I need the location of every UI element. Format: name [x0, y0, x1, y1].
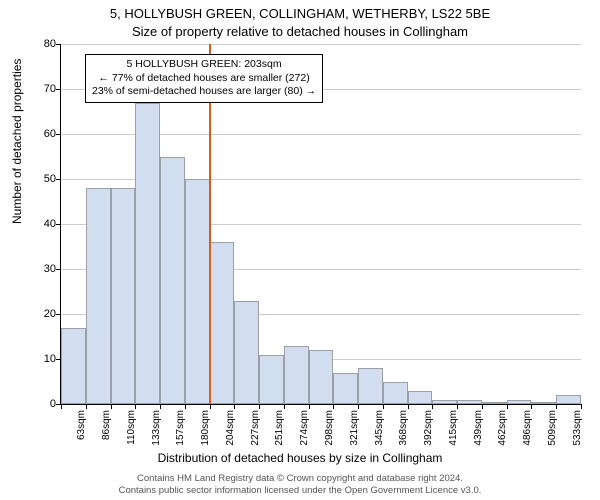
- x-tick-label: 321sqm: [349, 410, 360, 460]
- y-tick-label: 40: [26, 218, 56, 230]
- footer-attribution: Contains HM Land Registry data © Crown c…: [0, 473, 600, 496]
- y-tick-label: 30: [26, 263, 56, 275]
- y-axis-label: Number of detached properties: [10, 59, 24, 224]
- histogram-bar: [309, 350, 334, 404]
- x-tick-mark: [160, 404, 161, 409]
- x-tick-label: 509sqm: [547, 410, 558, 460]
- histogram-bar: [135, 103, 160, 405]
- histogram-bar: [86, 188, 111, 404]
- y-tick-label: 80: [26, 38, 56, 50]
- x-tick-label: 110sqm: [126, 410, 137, 460]
- histogram-bar: [457, 400, 482, 405]
- y-tick-label: 70: [26, 83, 56, 95]
- histogram-bar: [358, 368, 383, 404]
- x-tick-label: 533sqm: [572, 410, 583, 460]
- histogram-bar: [210, 242, 235, 404]
- x-tick-mark: [333, 404, 334, 409]
- histogram-bar: [482, 402, 507, 404]
- x-tick-mark: [383, 404, 384, 409]
- x-tick-mark: [234, 404, 235, 409]
- x-tick-mark: [556, 404, 557, 409]
- x-tick-mark: [309, 404, 310, 409]
- x-tick-label: 204sqm: [225, 410, 236, 460]
- x-tick-label: 180sqm: [200, 410, 211, 460]
- y-tick-label: 0: [26, 398, 56, 410]
- footer-line1: Contains HM Land Registry data © Crown c…: [0, 473, 600, 484]
- histogram-bar: [383, 382, 408, 405]
- x-tick-mark: [581, 404, 582, 409]
- annotation-line: ← 77% of detached houses are smaller (27…: [92, 72, 316, 86]
- x-tick-label: 415sqm: [448, 410, 459, 460]
- y-tick-mark: [56, 269, 61, 270]
- histogram-bar: [432, 400, 457, 405]
- histogram-bar: [61, 328, 86, 405]
- x-tick-label: 298sqm: [324, 410, 335, 460]
- x-tick-mark: [210, 404, 211, 409]
- chart-title-line1: 5, HOLLYBUSH GREEN, COLLINGHAM, WETHERBY…: [0, 6, 600, 21]
- footer-line2: Contains public sector information licen…: [0, 485, 600, 496]
- x-tick-label: 251sqm: [274, 410, 285, 460]
- x-tick-mark: [259, 404, 260, 409]
- x-tick-label: 345sqm: [374, 410, 385, 460]
- x-tick-mark: [135, 404, 136, 409]
- y-tick-mark: [56, 224, 61, 225]
- histogram-chart: 5, HOLLYBUSH GREEN, COLLINGHAM, WETHERBY…: [0, 0, 600, 500]
- x-tick-label: 392sqm: [423, 410, 434, 460]
- x-tick-label: 133sqm: [151, 410, 162, 460]
- histogram-bar: [507, 400, 532, 405]
- x-tick-mark: [482, 404, 483, 409]
- y-tick-label: 20: [26, 308, 56, 320]
- histogram-bar: [333, 373, 358, 405]
- x-tick-mark: [432, 404, 433, 409]
- x-tick-label: 157sqm: [175, 410, 186, 460]
- chart-title-line2: Size of property relative to detached ho…: [0, 24, 600, 39]
- x-tick-label: 486sqm: [522, 410, 533, 460]
- y-tick-mark: [56, 89, 61, 90]
- x-tick-mark: [111, 404, 112, 409]
- y-tick-label: 10: [26, 353, 56, 365]
- x-tick-mark: [284, 404, 285, 409]
- x-tick-label: 439sqm: [473, 410, 484, 460]
- histogram-bar: [160, 157, 185, 405]
- histogram-bar: [259, 355, 284, 405]
- y-tick-mark: [56, 44, 61, 45]
- histogram-bar: [111, 188, 136, 404]
- histogram-bar: [408, 391, 433, 405]
- x-tick-label: 274sqm: [299, 410, 310, 460]
- histogram-bar: [531, 402, 556, 404]
- annotation-line: 5 HOLLYBUSH GREEN: 203sqm: [92, 58, 316, 72]
- histogram-bar: [284, 346, 309, 405]
- x-tick-mark: [86, 404, 87, 409]
- x-tick-label: 227sqm: [250, 410, 261, 460]
- x-tick-mark: [358, 404, 359, 409]
- x-tick-mark: [507, 404, 508, 409]
- y-tick-label: 60: [26, 128, 56, 140]
- annotation-line: 23% of semi-detached houses are larger (…: [92, 85, 316, 99]
- x-tick-label: 368sqm: [398, 410, 409, 460]
- grid-line: [61, 44, 581, 45]
- y-tick-label: 50: [26, 173, 56, 185]
- x-tick-label: 63sqm: [76, 410, 87, 460]
- y-tick-mark: [56, 314, 61, 315]
- histogram-bar: [556, 395, 581, 404]
- x-tick-mark: [185, 404, 186, 409]
- y-tick-mark: [56, 179, 61, 180]
- x-tick-label: 86sqm: [101, 410, 112, 460]
- annotation-box: 5 HOLLYBUSH GREEN: 203sqm← 77% of detach…: [85, 54, 323, 103]
- x-tick-mark: [531, 404, 532, 409]
- x-tick-label: 462sqm: [497, 410, 508, 460]
- x-tick-mark: [408, 404, 409, 409]
- histogram-bar: [185, 179, 210, 404]
- y-tick-mark: [56, 134, 61, 135]
- x-tick-mark: [457, 404, 458, 409]
- histogram-bar: [234, 301, 259, 405]
- x-tick-mark: [61, 404, 62, 409]
